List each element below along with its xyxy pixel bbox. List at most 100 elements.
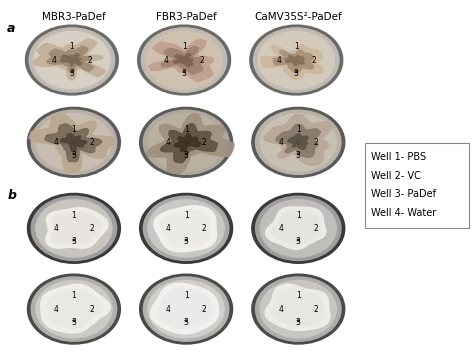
Ellipse shape	[71, 71, 73, 72]
Text: 3: 3	[183, 237, 189, 246]
Polygon shape	[46, 208, 108, 248]
Polygon shape	[157, 288, 212, 329]
Text: 2: 2	[314, 224, 319, 233]
Text: 1: 1	[296, 125, 301, 133]
Ellipse shape	[255, 277, 341, 341]
Text: 4: 4	[54, 138, 59, 147]
Ellipse shape	[260, 200, 337, 257]
Text: 3: 3	[296, 151, 301, 160]
Text: a: a	[7, 22, 16, 35]
Text: 3: 3	[294, 69, 299, 78]
Text: 1: 1	[72, 125, 76, 133]
Polygon shape	[154, 206, 217, 252]
Text: 1: 1	[296, 211, 301, 220]
Ellipse shape	[297, 239, 299, 241]
Text: 1: 1	[294, 42, 299, 51]
Ellipse shape	[73, 320, 75, 321]
Ellipse shape	[143, 196, 229, 261]
Text: 4: 4	[166, 138, 171, 147]
Ellipse shape	[140, 107, 233, 177]
Text: Well 3- PaDef: Well 3- PaDef	[371, 189, 437, 199]
Polygon shape	[45, 124, 101, 162]
Ellipse shape	[181, 58, 187, 62]
Ellipse shape	[143, 110, 229, 174]
Ellipse shape	[295, 71, 297, 72]
Ellipse shape	[27, 193, 120, 263]
Polygon shape	[265, 207, 326, 250]
Text: CaMV35S²-PaDef: CaMV35S²-PaDef	[255, 12, 342, 22]
Text: 1: 1	[296, 291, 301, 300]
Text: 1: 1	[72, 211, 76, 220]
Ellipse shape	[31, 277, 117, 341]
Text: 3: 3	[72, 318, 76, 327]
Polygon shape	[52, 212, 101, 244]
Polygon shape	[273, 50, 313, 73]
Ellipse shape	[183, 71, 185, 72]
Text: 3: 3	[296, 237, 301, 246]
Text: 2: 2	[201, 305, 206, 313]
Text: 4: 4	[166, 224, 171, 233]
Text: 4: 4	[52, 55, 57, 65]
Ellipse shape	[36, 114, 112, 171]
Text: 1: 1	[182, 42, 186, 51]
Ellipse shape	[254, 28, 339, 92]
Text: 2: 2	[89, 138, 94, 147]
FancyBboxPatch shape	[365, 143, 469, 228]
Text: MBR3-PaDef: MBR3-PaDef	[42, 12, 106, 22]
Ellipse shape	[140, 274, 233, 344]
Ellipse shape	[297, 320, 299, 321]
Polygon shape	[150, 283, 219, 334]
Ellipse shape	[185, 320, 187, 321]
Ellipse shape	[140, 193, 233, 263]
Text: 2: 2	[87, 55, 92, 65]
Ellipse shape	[73, 239, 75, 241]
Polygon shape	[161, 124, 217, 163]
Text: Well 2- VC: Well 2- VC	[371, 170, 421, 181]
Ellipse shape	[73, 153, 75, 155]
Text: 3: 3	[70, 69, 74, 78]
Ellipse shape	[148, 114, 224, 171]
Text: 3: 3	[182, 69, 187, 78]
Polygon shape	[61, 134, 87, 151]
Text: 2: 2	[201, 138, 206, 147]
Ellipse shape	[71, 140, 77, 144]
Polygon shape	[47, 289, 103, 328]
Ellipse shape	[36, 281, 112, 338]
Polygon shape	[47, 46, 94, 73]
Polygon shape	[160, 210, 210, 247]
Ellipse shape	[185, 153, 187, 155]
Ellipse shape	[258, 31, 334, 89]
Text: 3: 3	[183, 151, 189, 160]
Text: 3: 3	[72, 237, 76, 246]
Text: Well 4- Water: Well 4- Water	[371, 208, 437, 218]
Polygon shape	[41, 284, 110, 333]
Ellipse shape	[137, 25, 230, 95]
Text: 2: 2	[314, 305, 319, 313]
Ellipse shape	[31, 196, 117, 261]
Ellipse shape	[143, 277, 229, 341]
Polygon shape	[34, 39, 105, 80]
Ellipse shape	[297, 153, 299, 155]
Polygon shape	[149, 39, 213, 82]
Ellipse shape	[255, 110, 341, 174]
Ellipse shape	[260, 281, 337, 338]
Ellipse shape	[250, 25, 343, 95]
Ellipse shape	[27, 274, 120, 344]
Text: 4: 4	[54, 305, 59, 313]
Text: 4: 4	[54, 224, 59, 233]
Ellipse shape	[146, 31, 222, 89]
Ellipse shape	[27, 107, 120, 177]
Ellipse shape	[295, 140, 301, 144]
Text: 1: 1	[184, 125, 189, 133]
Ellipse shape	[148, 200, 224, 257]
Text: 2: 2	[201, 224, 206, 233]
Ellipse shape	[255, 196, 341, 261]
Polygon shape	[261, 44, 323, 79]
Polygon shape	[264, 115, 332, 165]
Text: 4: 4	[276, 55, 281, 65]
Polygon shape	[174, 134, 201, 152]
Polygon shape	[272, 289, 324, 326]
Polygon shape	[265, 284, 330, 330]
Text: 1: 1	[184, 291, 189, 300]
Text: 2: 2	[314, 138, 319, 147]
